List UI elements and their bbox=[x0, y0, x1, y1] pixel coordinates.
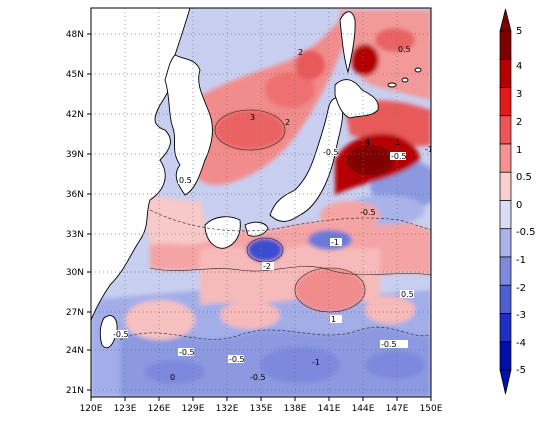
contour-label: -1 bbox=[331, 238, 339, 247]
lat-tick-label: 24N bbox=[66, 346, 84, 356]
colorbar-label: -5 bbox=[516, 365, 526, 376]
colorbar: 5 4 3 2 1 0.5 0 -0.5 -1 -2 -3 -4 -5 bbox=[499, 8, 536, 395]
contour-label: -0.5 bbox=[323, 148, 339, 157]
y-axis-ticks bbox=[87, 33, 91, 391]
colorbar-segments bbox=[499, 8, 512, 395]
x-axis-ticks bbox=[90, 397, 432, 401]
colorbar-label: -4 bbox=[516, 338, 526, 349]
lat-tick-label: 39N bbox=[66, 150, 84, 160]
colorbar-min-arrow bbox=[499, 369, 512, 395]
lon-tick-label: 147E bbox=[386, 404, 409, 414]
contour-label: -0.5 bbox=[381, 340, 397, 349]
lat-tick-label: 42N bbox=[66, 110, 84, 120]
colorbar-label: 0.5 bbox=[516, 172, 532, 183]
colorbar-segment bbox=[499, 341, 512, 371]
map-panel: -0.5 -0.5 0.5 4 1 2 3 -1 -2 -0.5 -0.5 -0… bbox=[66, 7, 443, 414]
lon-tick-label: 120E bbox=[80, 404, 103, 414]
colorbar-segment bbox=[499, 284, 512, 314]
lon-tick-label: 150E bbox=[420, 404, 443, 414]
lat-tick-label: 45N bbox=[66, 70, 84, 80]
colorbar-label: 1 bbox=[516, 145, 522, 156]
contour-label: -0.5 bbox=[179, 348, 195, 357]
colorbar-label: 3 bbox=[516, 89, 522, 100]
y-axis-labels: 48N 45N 42N 39N 36N 33N 30N 27N 24N 21N bbox=[66, 30, 84, 396]
lon-tick-label: 129E bbox=[182, 404, 205, 414]
colorbar-label: -1 bbox=[516, 255, 526, 266]
colorbar-segment bbox=[499, 58, 512, 88]
colorbar-label: 5 bbox=[516, 26, 522, 37]
contour-label: 0 bbox=[170, 373, 175, 382]
contour-label: -1 bbox=[425, 145, 433, 154]
contour-label: 0.5 bbox=[401, 290, 414, 299]
colorbar-segment bbox=[499, 228, 512, 258]
lon-tick-label: 141E bbox=[318, 404, 341, 414]
lon-tick-label: 138E bbox=[284, 404, 307, 414]
colorbar-segment bbox=[499, 87, 512, 117]
colorbar-segment bbox=[499, 30, 512, 60]
contour-label: -1 bbox=[312, 358, 320, 367]
lat-tick-label: 27N bbox=[66, 308, 84, 318]
lat-tick-label: 33N bbox=[66, 230, 84, 240]
colorbar-max-arrow bbox=[499, 8, 512, 32]
colorbar-label: 0 bbox=[516, 200, 522, 211]
contour-label: 2 bbox=[298, 48, 303, 57]
land-masses bbox=[91, 8, 422, 349]
contour-label: 1 bbox=[395, 138, 400, 147]
contour-label: 0.5 bbox=[398, 45, 411, 54]
colorbar-segment bbox=[499, 171, 512, 201]
colorbar-segment bbox=[499, 143, 512, 173]
contour-label: 2 bbox=[285, 118, 290, 127]
colorbar-label: 2 bbox=[516, 117, 522, 128]
colorbar-segment bbox=[499, 313, 512, 343]
lon-tick-label: 126E bbox=[148, 404, 171, 414]
contour-label: -0.5 bbox=[391, 152, 407, 161]
contour-label: 0.5 bbox=[179, 176, 192, 185]
lon-tick-label: 132E bbox=[216, 404, 239, 414]
colorbar-segment bbox=[499, 256, 512, 286]
colorbar-label: -2 bbox=[516, 283, 526, 294]
contour-label: -2 bbox=[263, 262, 271, 271]
lat-tick-label: 30N bbox=[66, 268, 84, 278]
colorbar-label: -0.5 bbox=[516, 227, 536, 238]
lat-tick-label: 21N bbox=[66, 386, 84, 396]
x-axis-labels: 120E 123E 126E 129E 132E 135E 138E 141E … bbox=[80, 404, 443, 414]
colorbar-segment bbox=[499, 200, 512, 230]
contour-label: 3 bbox=[250, 113, 255, 122]
contour-label-group: -0.5 -0.5 0.5 4 1 2 3 -1 -2 -0.5 -0.5 -0… bbox=[112, 45, 433, 382]
contour-label: -0.5 bbox=[360, 208, 376, 217]
colorbar-segment bbox=[499, 115, 512, 145]
lat-tick-label: 48N bbox=[66, 30, 84, 40]
contour-label: 4 bbox=[365, 138, 370, 147]
contour-label: -0.5 bbox=[250, 373, 266, 382]
lat-tick-label: 36N bbox=[66, 190, 84, 200]
anomaly-field: -0.5 -0.5 0.5 4 1 2 3 -1 -2 -0.5 -0.5 -0… bbox=[91, 8, 433, 397]
colorbar-label: 4 bbox=[516, 61, 522, 72]
colorbar-label: -3 bbox=[516, 310, 526, 321]
lon-tick-label: 135E bbox=[250, 404, 273, 414]
lon-tick-label: 144E bbox=[352, 404, 375, 414]
contour-label: -0.5 bbox=[113, 330, 129, 339]
contour-label: 1 bbox=[331, 315, 336, 324]
colorbar-labels: 5 4 3 2 1 0.5 0 -0.5 -1 -2 -3 -4 -5 bbox=[516, 26, 536, 376]
lon-tick-label: 123E bbox=[114, 404, 137, 414]
contour-label: -0.5 bbox=[229, 355, 245, 364]
